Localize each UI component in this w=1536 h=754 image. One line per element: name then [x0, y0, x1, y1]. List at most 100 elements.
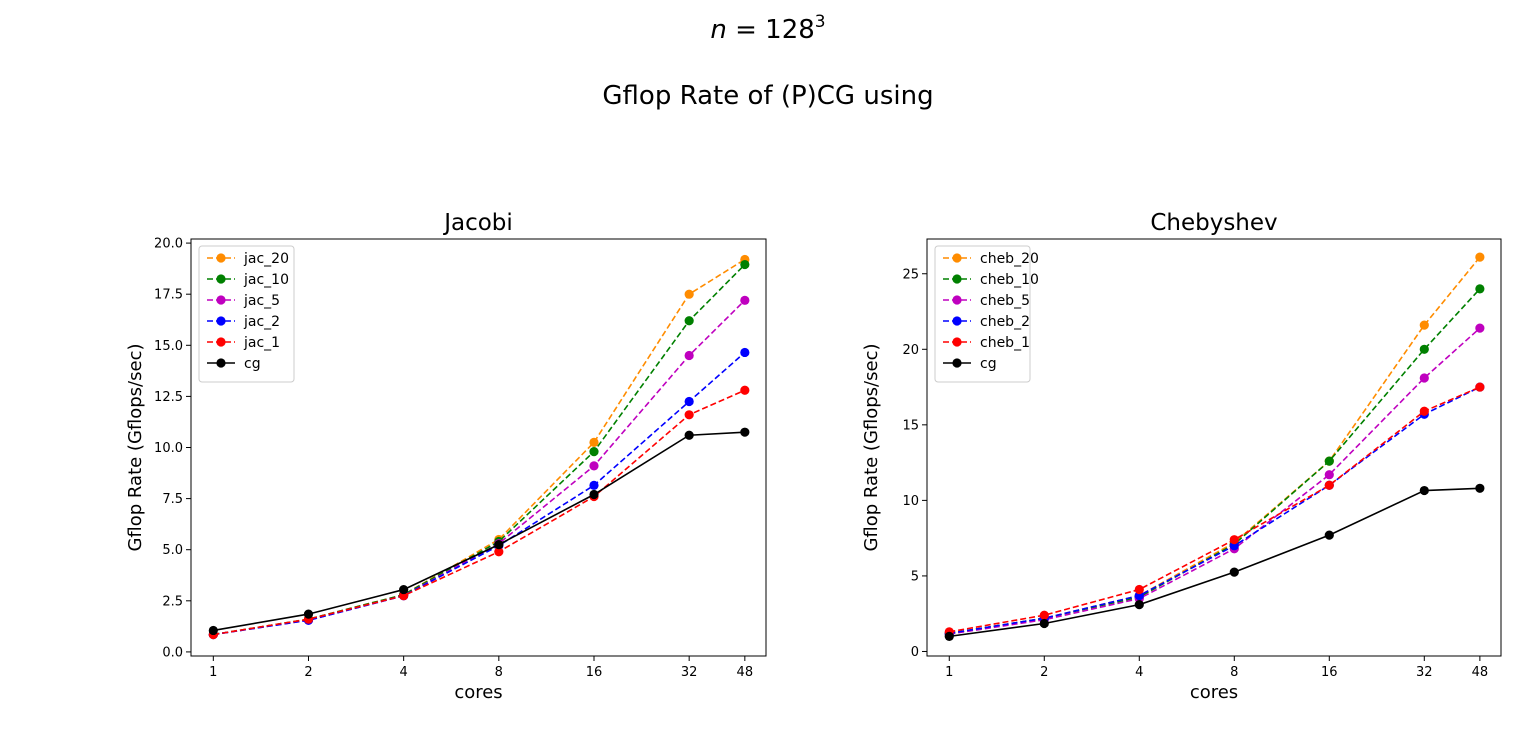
data-point-cheb_20 — [1419, 320, 1429, 330]
data-point-jac_10 — [740, 259, 750, 270]
x-tick-label: 2 — [304, 665, 312, 680]
data-point-jac_5 — [589, 461, 599, 471]
data-point-jac_1 — [740, 385, 750, 395]
x-tick-label: 8 — [1230, 665, 1238, 680]
chebyshev-chart: Chebyshev cores Gflop Rate (Gflops/sec) 1 2 4… — [861, 210, 1502, 703]
y-tick-label: 10.0 — [154, 441, 183, 456]
legend-marker-cheb_20 — [952, 253, 962, 263]
data-point-cg — [1324, 530, 1334, 540]
legend: cheb_20 cheb_10 cheb_5 cheb_2 cheb_1cg — [934, 245, 1039, 383]
data-point-cg — [684, 430, 694, 440]
data-point-cg — [494, 539, 504, 550]
data-point-cheb_1 — [1419, 406, 1429, 416]
chart-title: Jacobi — [442, 210, 513, 236]
legend-marker-cheb_10 — [952, 274, 962, 284]
y-tick-label: 0 — [911, 645, 919, 660]
y-tick-label: 20 — [902, 343, 919, 358]
figure-title-exponent: 3 — [815, 12, 826, 32]
y-tick-label: 20.0 — [154, 237, 183, 252]
data-point-cheb_1 — [1324, 480, 1334, 490]
figure-subtitle: Gflop Rate of (P)CG using — [602, 81, 933, 111]
y-tick-label: 0.0 — [162, 645, 183, 660]
x-tick-label: 4 — [1135, 665, 1143, 680]
series-cg — [208, 427, 750, 636]
data-point-jac_20 — [589, 437, 599, 447]
legend-label-cheb_10: cheb_10 — [980, 272, 1039, 288]
legend-label-jac_10: jac_10 — [243, 272, 289, 288]
data-point-jac_1 — [684, 410, 694, 420]
plot-frame — [926, 238, 1502, 657]
legend-marker-jac_20 — [216, 253, 226, 263]
data-point-jac_5 — [684, 350, 694, 361]
data-point-cheb_1 — [1039, 610, 1049, 620]
x-tick-label: 8 — [495, 665, 503, 680]
x-tick-label: 2 — [1040, 665, 1048, 680]
data-point-cheb_1 — [1229, 535, 1239, 545]
x-tick-label: 48 — [1472, 665, 1489, 680]
legend-label-cg: cg — [244, 356, 261, 372]
x-tick-label: 16 — [586, 665, 603, 680]
series-line-cg — [949, 487, 1480, 638]
data-point-cg — [1229, 567, 1239, 577]
data-point-jac_20 — [684, 289, 694, 299]
data-point-cheb_10 — [1324, 456, 1334, 466]
legend-marker-cg — [216, 358, 226, 368]
series-line-jac_2 — [213, 351, 746, 636]
data-point-cg — [589, 489, 599, 500]
legend-marker-jac_2 — [216, 316, 226, 326]
x-tick-label: 1 — [945, 665, 953, 680]
y-tick-label: 2.5 — [162, 594, 183, 609]
y-tick-label: 5.0 — [162, 543, 183, 558]
y-axis-label: Gflop Rate (Gflops/sec) — [125, 343, 146, 551]
x-tick-label: 4 — [400, 665, 408, 680]
x-tick-label: 1 — [209, 665, 217, 680]
x-tick-label: 48 — [737, 665, 754, 680]
y-tick-label: 5 — [911, 569, 919, 584]
legend-marker-jac_1 — [216, 337, 226, 347]
data-point-cg — [1475, 483, 1485, 493]
data-point-cheb_1 — [1475, 382, 1485, 392]
data-point-cheb_1 — [1134, 584, 1144, 595]
y-tick-label: 12.5 — [154, 390, 183, 405]
legend-label-cheb_2: cheb_2 — [980, 314, 1030, 330]
x-tick-label: 32 — [681, 665, 698, 680]
legend-label-cheb_1: cheb_1 — [980, 335, 1030, 351]
x-tick-label: 16 — [1321, 665, 1338, 680]
legend-label-jac_1: jac_1 — [243, 335, 280, 351]
series-line-cheb_2 — [949, 386, 1481, 635]
series-cheb_2 — [944, 382, 1485, 638]
data-point-jac_5 — [740, 295, 750, 305]
y-tick-label: 7.5 — [162, 492, 183, 507]
data-point-jac_2 — [684, 396, 694, 407]
data-point-jac_10 — [684, 316, 694, 326]
data-point-jac_2 — [589, 480, 599, 490]
series-line-jac_1 — [213, 389, 746, 636]
y-axis-label: Gflop Rate (Gflops/sec) — [861, 343, 882, 551]
series-jac_1 — [208, 385, 750, 640]
legend-label-jac_5: jac_5 — [243, 293, 280, 309]
data-point-cg — [740, 427, 750, 437]
data-point-cg — [1419, 485, 1429, 496]
y-tick-label: 17.5 — [154, 288, 183, 303]
x-tick-label: 32 — [1416, 665, 1433, 680]
data-point-jac_10 — [589, 446, 599, 457]
data-point-cheb_20 — [1475, 252, 1485, 262]
legend-marker-cheb_2 — [952, 316, 962, 326]
data-point-cheb_5 — [1324, 470, 1334, 480]
x-axis-label: cores — [1190, 682, 1238, 703]
legend-marker-jac_10 — [216, 274, 226, 284]
legend-label-cheb_5: cheb_5 — [980, 293, 1030, 309]
legend-label-jac_2: jac_2 — [243, 314, 280, 330]
series-jac_2 — [208, 347, 750, 640]
data-point-cheb_10 — [1419, 344, 1429, 354]
series-cg — [944, 483, 1485, 641]
data-point-cg — [1039, 618, 1049, 629]
data-point-jac_1 — [494, 547, 504, 557]
figure-title-variable: n — [710, 15, 726, 45]
y-tick-label: 25 — [902, 267, 919, 282]
figure-title: n = 1283 — [710, 12, 825, 45]
data-point-cheb_5 — [1475, 323, 1485, 333]
legend-marker-cheb_5 — [952, 295, 962, 305]
